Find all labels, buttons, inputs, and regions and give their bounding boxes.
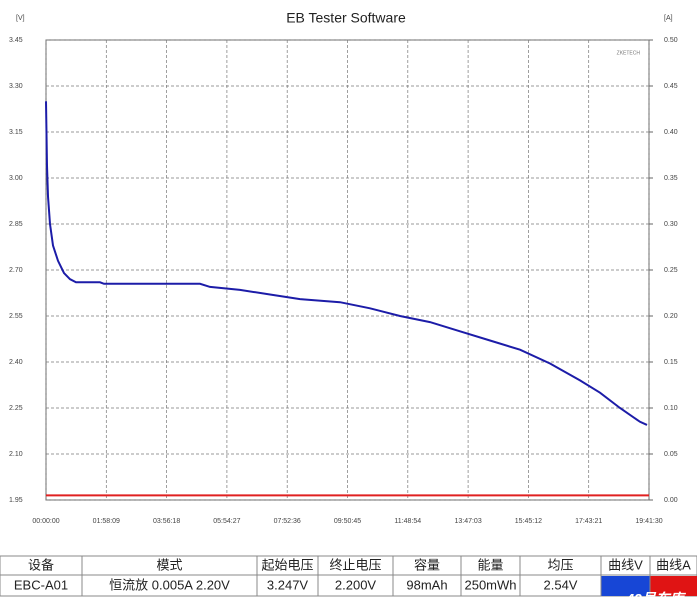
y-tick-label: 3.00: [9, 175, 23, 182]
table-watermark: 42号车库: [625, 591, 687, 607]
table: 设备 模式 起始电压 终止电压 容量 能量 均压 曲线V 曲线A EBC-A01 恒流放 0.005…: [0, 555, 697, 607]
table-header: 终止电压: [329, 557, 381, 572]
y-tick-label: 2.40: [9, 359, 23, 366]
y2-tick-label: 0.50: [664, 37, 678, 44]
y-axis-label: [V]: [16, 15, 25, 22]
y-tick-label: 3.30: [9, 83, 23, 90]
y2-axis-label: [A]: [664, 15, 673, 22]
table-header: 均压: [547, 557, 573, 572]
y-tick-label: 1.95: [9, 497, 23, 504]
table-header: 容量: [414, 557, 440, 572]
x-tick-label: 00:00:00: [32, 518, 59, 525]
table-cell: 2.200V: [335, 577, 377, 592]
table-header: 曲线V: [608, 557, 643, 572]
watermark: ZKETECH: [617, 50, 641, 56]
y-tick-label: 2.70: [9, 267, 23, 274]
x-tick-label: 01:58:09: [93, 518, 120, 525]
table-cell: EBC-A01: [14, 577, 68, 592]
table-cell: 98mAh: [406, 577, 447, 592]
table-cell: 3.247V: [267, 577, 309, 592]
table-header: 能量: [477, 557, 503, 572]
x-tick-label: 03:56:18: [153, 518, 180, 525]
y-tick-label: 2.55: [9, 313, 23, 320]
y2-tick-label: 0.20: [664, 313, 678, 320]
x-tick-label: 15:45:12: [515, 518, 542, 525]
x-tick-label: 13:47:03: [454, 518, 481, 525]
curve-v-swatch: [601, 576, 650, 596]
table-header: 设备: [28, 557, 54, 572]
y-tick-label: 3.15: [9, 129, 23, 136]
y2-tick-label: 0.00: [664, 497, 678, 504]
y2-tick-label: 0.05: [664, 451, 678, 458]
table-header: 模式: [156, 557, 182, 572]
y-tick-label: 2.10: [9, 451, 23, 458]
table-header: 曲线A: [656, 557, 691, 572]
y2-tick-label: 0.30: [664, 221, 678, 228]
table-cell: 250mWh: [464, 577, 516, 592]
x-tick-label: 07:52:36: [274, 518, 301, 525]
y2-tick-label: 0.45: [664, 83, 678, 90]
y-tick-label: 2.85: [9, 221, 23, 228]
y2-tick-label: 0.35: [664, 175, 678, 182]
series-line: [45, 101, 648, 426]
y2-tick-label: 0.40: [664, 129, 678, 136]
y2-tick-label: 0.10: [664, 405, 678, 412]
y-tick-label: 2.25: [9, 405, 23, 412]
grid: [45, 39, 650, 501]
x-tick-label: 09:50:45: [334, 518, 361, 525]
x-tick-label: 05:54:27: [213, 518, 240, 525]
x-tick-label: 17:43:21: [575, 518, 602, 525]
table-header: 起始电压: [261, 557, 313, 572]
table-frame: [0, 555, 697, 597]
curve-a-swatch: [650, 576, 697, 596]
chart-title: EB Tester Software: [286, 10, 406, 26]
y2-tick-label: 0.15: [664, 359, 678, 366]
table-cell: 2.54V: [544, 577, 578, 592]
x-tick-label: 19:41:30: [635, 518, 662, 525]
x-tick-label: 11:48:54: [394, 518, 421, 525]
y2-tick-label: 0.25: [664, 267, 678, 274]
y-tick-label: 3.45: [9, 37, 23, 44]
table-cell: 恒流放 0.005A 2.20V: [109, 577, 230, 592]
